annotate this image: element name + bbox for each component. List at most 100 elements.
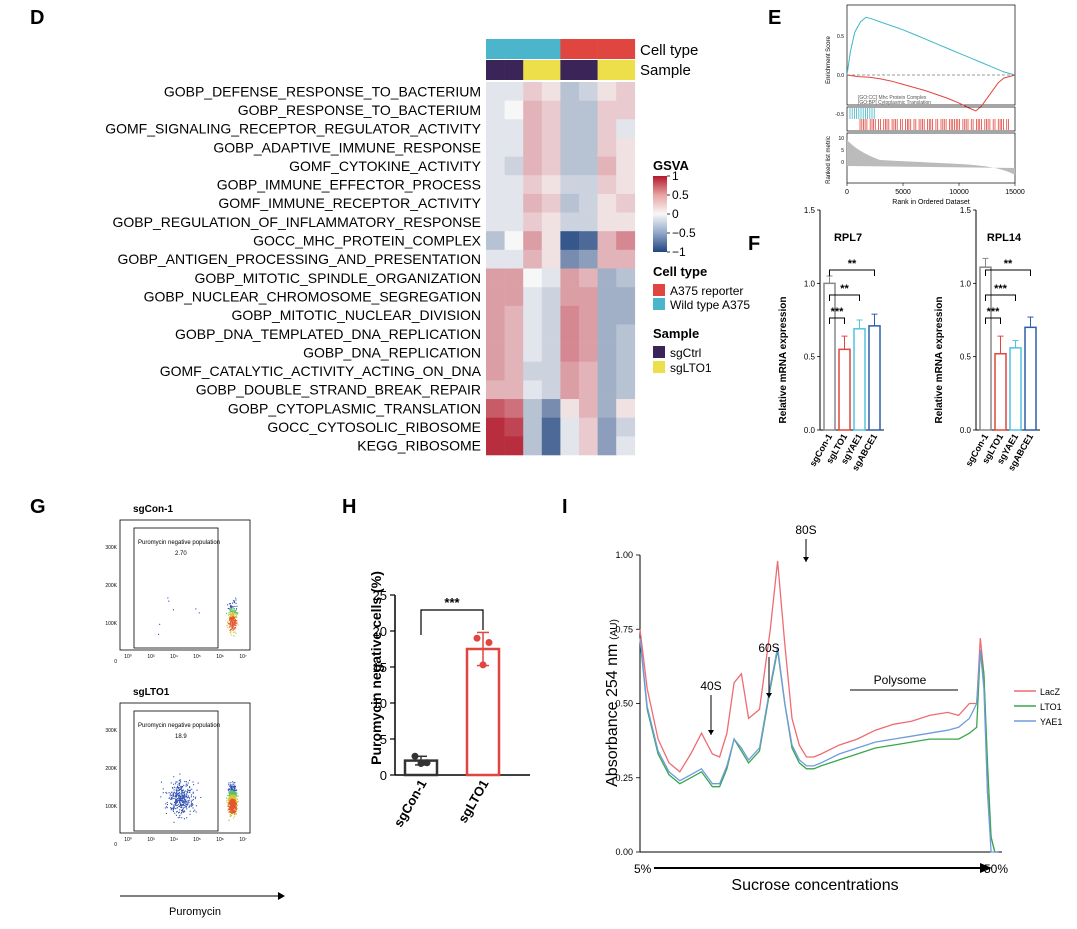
g-plot-1-event-874: [236, 808, 238, 810]
g-plot-1-event-1029: [179, 801, 181, 803]
panel-h-letter: H: [342, 496, 356, 518]
g-plot-1-event-291: [175, 795, 177, 797]
panel-d: D Cell type Sample GOBP_DEFENSE_RESPONSE…: [30, 7, 750, 456]
g-plot-1-event-994: [232, 794, 234, 796]
g-plot-1-event-353: [235, 799, 237, 801]
g-plot-0-event-243: [232, 629, 234, 631]
g-plot-0-event-196: [231, 621, 233, 623]
g-plot-0-event-144: [233, 610, 235, 612]
g-plot-1-event-1044: [181, 792, 183, 794]
heatmap-cell-12-1: [504, 305, 524, 325]
g-plot-0-xtick-5: 10⁷: [239, 654, 247, 660]
heatmap-cell-3-1: [504, 137, 524, 157]
anno-sample-5: [579, 60, 598, 80]
legend-swatch-a375-reporter: [653, 284, 665, 296]
f-rpl14-sig-bracket-2: [985, 269, 1031, 276]
g-plot-0-ytick-2: 100K: [105, 621, 117, 627]
h-point-1-0: [473, 634, 481, 642]
heatmap-cell-6-0: [486, 193, 505, 213]
g-plot-1-event-897: [162, 788, 164, 790]
g-plot-0-event-12: [235, 597, 237, 599]
g-plot-1-event-168: [176, 791, 178, 793]
g-plot-1-event-503: [232, 811, 234, 813]
f-rpl14-ytick-label-2: 1.0: [960, 279, 972, 288]
g-plot-1-event-315: [186, 791, 188, 793]
f-rpl14-sig-label-2: **: [1004, 258, 1013, 270]
g-plot-1-event-777: [175, 800, 177, 802]
g-plot-1-event-810: [185, 802, 187, 804]
g-plot-1-event-595: [230, 790, 232, 792]
g-plot-1-event-918: [175, 808, 177, 810]
g-plot-1-event-387: [178, 812, 180, 814]
gsea-ytick-bottom-1: 5: [841, 148, 844, 154]
f-rpl7-bar-2: [853, 328, 866, 431]
g-plot-1-event-803: [235, 803, 237, 805]
g-plot-1-event-797: [233, 790, 235, 792]
g-plot-0-event-3: [235, 615, 237, 617]
g-plot-1-event-875: [231, 792, 233, 794]
g-plot-0-event-33: [233, 627, 235, 629]
heatmap-cell-11-1: [504, 287, 524, 307]
g-plot-1-event-901: [229, 809, 231, 811]
g-plot-1-event-855: [180, 797, 182, 799]
g-plot-0-event-16: [230, 616, 232, 618]
g-plot-1-event-349: [235, 802, 237, 804]
g-plot-1-event-2: [234, 815, 236, 817]
g-plot-0-event-193: [230, 609, 232, 611]
g-plot-1-event-1042: [231, 806, 233, 808]
g-plot-1-event-363: [166, 807, 168, 809]
g-plot-1-event-714: [181, 817, 183, 819]
g-plot-0-event-176: [227, 621, 229, 623]
g-plot-1-event-446: [230, 787, 232, 789]
heatmap-cell-14-0: [486, 343, 505, 363]
g-plot-1-event-736: [231, 803, 233, 805]
g-plot-1-event-960: [182, 811, 184, 813]
heatmap-cell-9-1: [504, 249, 524, 269]
g-plot-0-event-65: [230, 604, 232, 606]
gsea-ylabel-es: Enrichment Score: [826, 35, 832, 83]
g-plot-1-event-427: [230, 814, 232, 816]
g-plot-1-event-1057: [234, 798, 236, 800]
g-plot-1-event-785: [228, 800, 230, 802]
gsea-metric-area: [847, 140, 1015, 175]
gsea-legend-translation: [GO:BP] Cytoplasmic Translation: [858, 100, 931, 106]
g-plot-1-event-789: [185, 807, 187, 809]
g-plot-1-event-762: [174, 804, 176, 806]
g-plot-1-event-140: [228, 790, 230, 792]
g-plot-1-event-225: [195, 796, 197, 798]
g-plot-1-event-357: [178, 784, 180, 786]
g-plot-1-event-773: [228, 792, 230, 794]
g-plot-1-event-648: [190, 796, 192, 798]
g-plot-0-event-214: [234, 627, 236, 629]
g-plot-1-event-1049: [230, 803, 232, 805]
g-plot-1-event-276: [178, 798, 180, 800]
g-plot-0-event-239: [230, 622, 232, 624]
gsea-xtick-label-2: 10000: [949, 189, 969, 196]
g-plot-1-event-881: [228, 799, 230, 801]
g-plot-1-event-1017: [179, 804, 181, 806]
g-plot-1-event-930: [170, 808, 172, 810]
heatmap-cell-5-1: [504, 175, 524, 195]
gsva-tick-label-1: 0.5: [672, 188, 689, 202]
g-plot-1-event-1087: [232, 797, 234, 799]
g-plot-0-event-82: [230, 623, 232, 625]
heatmap-cell-17-2: [523, 399, 543, 418]
g-plot-1-event-1013: [232, 804, 234, 806]
heatmap-cell-17-6: [597, 399, 617, 418]
g-plot-0-event-241: [229, 626, 231, 628]
g-plot-1-event-804: [186, 784, 188, 786]
g-plot-1-event-1078: [229, 797, 231, 799]
anno-sample-7: [616, 60, 636, 80]
f-rpl14-ytick-label-1: 0.5: [960, 353, 972, 362]
g-plot-1-event-14: [228, 807, 230, 809]
i-peak-label-60s: 60S: [758, 641, 779, 655]
g-plot-1-event-687: [189, 786, 191, 788]
g-plot-1-event-1043: [233, 805, 235, 807]
g-plot-0-event-252: [231, 605, 233, 607]
g-plot-1-event-394: [237, 808, 239, 810]
g-plot-0-event-209: [231, 617, 233, 619]
f-rpl14-title: RPL14: [987, 232, 1022, 244]
g-plot-1-event-969: [189, 813, 191, 815]
g-plot-1-event-307: [237, 795, 239, 797]
g-plot-1-event-345: [179, 802, 181, 804]
